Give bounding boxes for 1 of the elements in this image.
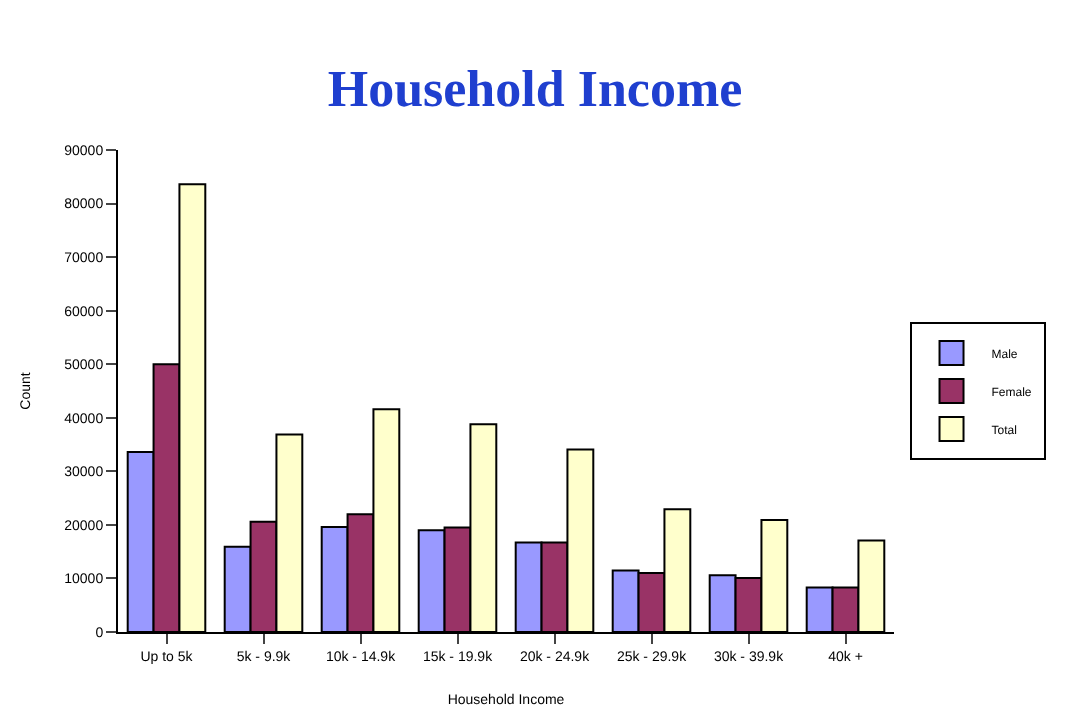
chart-title: Household Income [327, 59, 743, 118]
